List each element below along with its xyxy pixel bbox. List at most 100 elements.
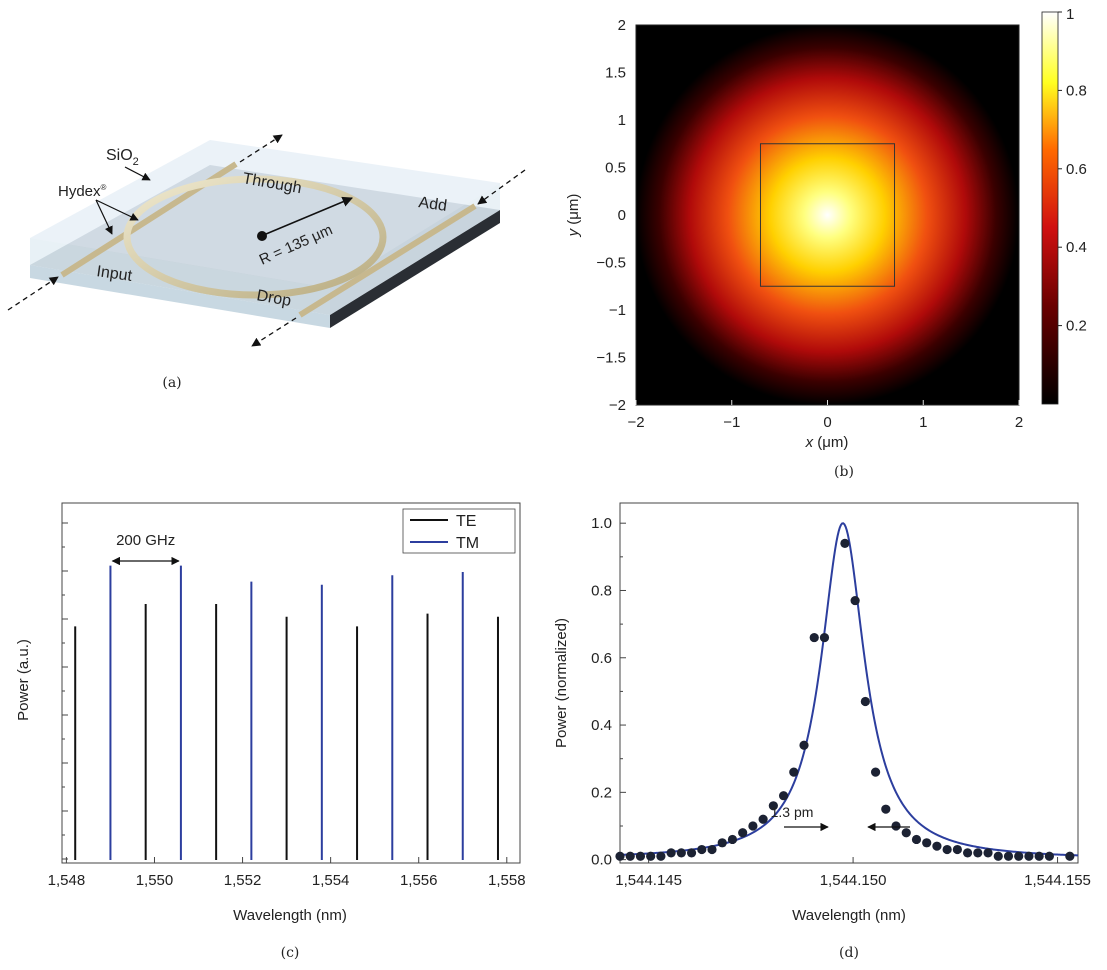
measured-point <box>707 844 717 855</box>
panel-c-x-tick-label: 1,554 <box>312 872 350 889</box>
measured-point <box>922 838 932 848</box>
measured-point <box>911 834 922 845</box>
heatmap-y-tick-label: −1 <box>609 302 626 319</box>
measured-point <box>850 595 860 606</box>
legend-box <box>402 508 516 554</box>
colorbar-tick-label: 0.4 <box>1066 239 1087 256</box>
colorbar-tick-label: 0.6 <box>1066 161 1087 178</box>
hydex-pointer-1 <box>95 199 139 221</box>
panel-d-chart: 0.00.20.40.60.81.0 1,544.145 1,544.150 1,5… <box>553 502 1091 961</box>
heatmap-y-tick-label: −1.5 <box>596 350 626 367</box>
measured-point <box>635 851 646 861</box>
heatmap-x-tick-label: −2 <box>627 414 644 431</box>
add-arrow <box>477 169 526 205</box>
ring-center-dot <box>257 231 267 241</box>
panel-c-x-ticks: 1,548 1,550 1,552 1,554 1,556 1,558 <box>48 857 526 889</box>
panel-d-x-ticks: 1,544.145 1,544.150 1,544.155 <box>615 857 1091 889</box>
measured-point <box>809 632 819 643</box>
measured-point <box>942 844 952 855</box>
measured-point <box>778 791 789 801</box>
measured-point <box>1065 851 1075 861</box>
measured-point <box>758 814 768 824</box>
caption-b: (b) <box>834 464 854 480</box>
measured-point <box>1034 851 1044 861</box>
input-arrow <box>7 276 59 311</box>
panel-d-y-tick-label: 0.2 <box>591 784 612 801</box>
colorbar <box>1041 11 1059 405</box>
measured-point <box>1024 851 1034 861</box>
heatmap-x-label: x (μm) <box>805 434 849 451</box>
measured-point <box>881 804 891 814</box>
colorbar-ticks: 1 0.8 0.6 0.4 0.2 <box>1058 6 1087 335</box>
panel-c-x-label: Wavelength (nm) <box>233 907 347 924</box>
fsr-label: 200 GHz <box>116 532 175 549</box>
panel-c-x-tick-label: 1,558 <box>488 872 526 889</box>
panel-c-x-tick-label: 1,548 <box>48 872 86 889</box>
panel-d-x-label: Wavelength (nm) <box>792 907 906 924</box>
panel-d-plot-area <box>619 502 1079 864</box>
measured-point <box>748 821 758 831</box>
measured-point <box>666 848 676 858</box>
panel-c-plot-area <box>61 502 521 864</box>
panel-c-x-tick-label: 1,556 <box>400 872 438 889</box>
measured-point <box>952 844 962 855</box>
panel-d-x-tick-label: 1,544.145 <box>615 872 682 889</box>
heatmap-y-tick-label: 1 <box>618 112 626 129</box>
panel-c-x-tick-label: 1,552 <box>224 872 262 889</box>
heatmap-y-tick-label: 1.5 <box>605 65 626 82</box>
measured-point <box>789 767 799 777</box>
lorentzian-fit-curve <box>619 522 1079 857</box>
bus-waveguide-drop <box>298 203 477 318</box>
panel-d-y-tick-label: 1.0 <box>591 515 612 532</box>
heatmap-x-ticks: −2 −1 0 1 2 <box>627 400 1023 431</box>
label-drop: Drop <box>255 287 292 310</box>
label-hydex: Hydex® <box>58 183 107 200</box>
legend-label-te: TE <box>456 513 476 530</box>
heatmap-y-tick-label: −0.5 <box>596 255 626 272</box>
panel-d-y-tick-label: 0.4 <box>591 717 612 734</box>
colorbar-tick-label: 1 <box>1066 6 1074 23</box>
heatmap-y-ticks: 2 1.5 1 0.5 0 −0.5 −1 −1.5 −2 <box>596 17 626 414</box>
microring <box>123 175 387 299</box>
measured-point <box>799 740 809 750</box>
measured-point <box>860 696 870 707</box>
panel-c-chart: 1,548 1,550 1,552 1,554 1,556 1,558 200 GHz T… <box>15 502 526 961</box>
heatmap-y-tick-label: −2 <box>609 397 626 414</box>
measured-point <box>727 834 738 845</box>
panel-c-y-label: Power (a.u.) <box>15 639 32 721</box>
panel-d-y-tick-label: 0.8 <box>591 582 612 599</box>
measured-point <box>901 828 911 838</box>
heatmap-y-tick-label: 0.5 <box>605 160 626 177</box>
panel-d-y-tick-label: 0.0 <box>591 852 612 869</box>
label-input: Input <box>95 263 133 285</box>
measured-point <box>768 801 778 811</box>
measured-point <box>697 844 707 855</box>
measured-point <box>656 851 666 861</box>
heatmap-x-tick-label: 0 <box>823 414 831 431</box>
panel-a-schematic: SiO2 Hydex® Through Add Input Drop R = 1… <box>7 134 526 391</box>
panel-d-x-tick-label: 1,544.150 <box>820 872 887 889</box>
measured-point <box>625 851 635 861</box>
heatmap-y-label: y (μm) <box>565 194 582 238</box>
measured-point <box>1014 851 1024 861</box>
measured-point <box>1044 851 1054 861</box>
substrate-side <box>330 210 500 328</box>
measured-point <box>962 848 973 858</box>
heatmap-plot-area <box>636 25 1019 405</box>
measured-point <box>840 538 850 548</box>
substrate-front <box>30 265 330 328</box>
measured-point <box>983 848 993 858</box>
colorbar-tick-label: 0.8 <box>1066 82 1087 99</box>
label-add: Add <box>417 194 448 215</box>
drop-arrow <box>251 317 297 347</box>
waveguide-outline <box>759 143 896 287</box>
heatmap-y-tick-label: 2 <box>618 17 626 34</box>
measured-point <box>738 828 748 838</box>
measured-point <box>891 821 901 831</box>
hydex-pointer-2 <box>95 199 113 235</box>
measured-point <box>646 851 656 861</box>
caption-a: (a) <box>162 375 181 391</box>
panel-d-y-tick-label: 0.6 <box>591 650 612 667</box>
measured-point <box>676 848 686 858</box>
panel-c-resonances <box>74 565 499 860</box>
